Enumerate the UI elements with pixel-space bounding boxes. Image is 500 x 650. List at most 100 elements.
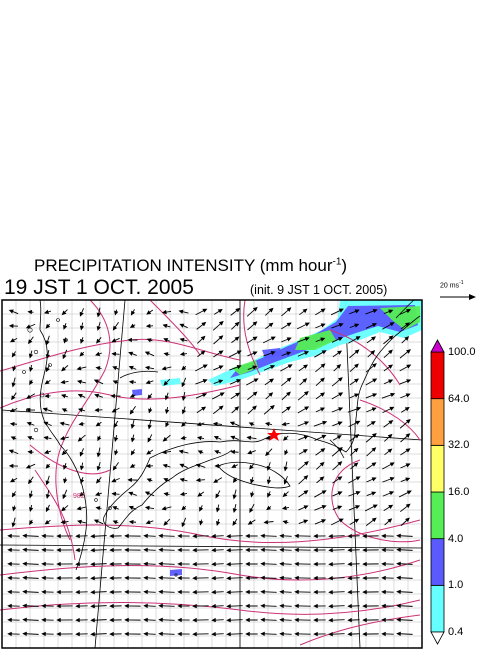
wind-vector: [196, 321, 207, 330]
wind-vector: [384, 448, 393, 456]
wind-vector: [90, 534, 107, 539]
wind-vector: [127, 477, 138, 483]
wind-vector: [111, 337, 120, 343]
wind-vector: [158, 561, 175, 566]
wind-vector: [79, 491, 85, 497]
wind-vector: [400, 393, 411, 399]
coastline: [119, 370, 159, 379]
wind-vector: [96, 337, 102, 344]
wind-vector: [366, 336, 376, 344]
wind-vector: [76, 519, 86, 524]
wind-vector: [97, 435, 102, 442]
wind-vector: [75, 617, 88, 623]
wind-vector: [7, 547, 20, 553]
wind-vector: [112, 380, 119, 385]
wind-vector: [381, 547, 394, 553]
wind-vector: [41, 631, 54, 637]
wind-vector: [129, 393, 136, 398]
wind-vector: [75, 561, 88, 567]
wind-vector: [7, 561, 20, 567]
wind-vector: [347, 533, 360, 539]
wind-vector: [211, 631, 224, 637]
wind-vector: [8, 463, 19, 469]
wind-vector: [315, 337, 326, 343]
wind-vector: [7, 589, 20, 595]
wind-vector: [294, 575, 311, 581]
coastline: [329, 439, 345, 459]
wind-vector: [297, 421, 310, 427]
wind-vector: [313, 617, 326, 623]
wind-vector: [44, 449, 51, 454]
wind-vector: [128, 505, 137, 510]
wind-vector: [328, 604, 345, 609]
wind-vector: [316, 476, 325, 484]
wind-vector: [45, 335, 50, 346]
wind-vector: [197, 450, 204, 455]
colorbar-segment: [430, 538, 445, 586]
wind-vector: [263, 351, 276, 357]
wind-vector: [315, 363, 326, 373]
wind-vector: [349, 518, 360, 526]
wind-vector: [8, 323, 19, 329]
wind-vector: [130, 420, 135, 429]
wind-vector: [11, 351, 17, 358]
wind-vector: [366, 477, 377, 483]
wind-vector: [177, 589, 190, 595]
wind-vector: [211, 603, 224, 609]
wind-vector: [294, 631, 311, 637]
wind-vector: [56, 547, 73, 553]
wind-vector: [279, 617, 292, 623]
wind-vector: [177, 631, 190, 637]
wind-vector: [260, 533, 277, 539]
wind-vector: [145, 463, 154, 469]
wind-vector: [11, 491, 17, 498]
wind-vector: [246, 306, 258, 317]
wind-vector: [247, 405, 257, 415]
wind-vector: [399, 309, 412, 315]
isobar-line: [149, 299, 201, 356]
wind-vector: [362, 617, 379, 623]
wind-vector: [163, 352, 170, 357]
wind-vector: [12, 505, 17, 512]
wind-vector: [245, 547, 258, 553]
wind-vector: [158, 603, 175, 608]
wind-vector: [383, 504, 394, 512]
wind-vector: [247, 321, 258, 331]
wind-vector: [294, 547, 311, 553]
wind-vector: [247, 351, 258, 357]
wind-vector: [279, 603, 292, 609]
valid-time: 19 JST 1 OCT. 2005: [4, 276, 194, 299]
wind-vector: [56, 631, 73, 637]
wind-vector: [399, 379, 412, 385]
wind-vectors: [7, 306, 413, 637]
wind-vector: [124, 533, 141, 539]
wind-vector: [245, 533, 258, 539]
wind-vector: [96, 447, 101, 458]
wind-vector: [22, 575, 39, 580]
graticule-line: [1, 409, 423, 441]
wind-vector: [401, 336, 410, 344]
wind-vector: [313, 589, 326, 595]
wind-vector: [247, 365, 258, 371]
wind-vector: [56, 533, 73, 539]
wind-vector: [226, 561, 243, 567]
wind-vector: [79, 322, 85, 331]
wind-vector: [177, 603, 190, 609]
wind-vector: [197, 350, 206, 358]
wind-vector: [77, 393, 86, 398]
wind-vector: [382, 462, 395, 470]
wind-vector: [161, 309, 172, 315]
wind-vector: [348, 476, 361, 484]
wind-vector: [61, 365, 69, 372]
wind-vector: [96, 307, 101, 318]
wind-vector: [246, 378, 259, 386]
wind-vector: [349, 323, 360, 329]
wind-vector: [315, 448, 326, 456]
wind-vector: [197, 491, 205, 497]
wind-vector: [298, 519, 309, 524]
wind-vector: [114, 449, 119, 456]
wind-vector: [45, 323, 51, 329]
wind-vector: [214, 463, 221, 469]
wind-vector: [298, 505, 309, 511]
wind-vector: [63, 337, 68, 344]
